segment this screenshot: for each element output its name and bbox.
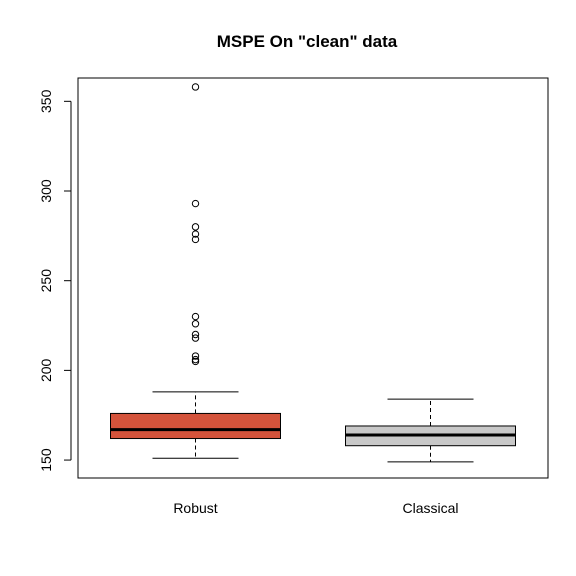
box-group-classical — [345, 398, 516, 463]
y-tick-label: 200 — [38, 358, 54, 382]
x-tick-label: Classical — [402, 500, 458, 516]
boxes — [110, 83, 516, 463]
y-tick-label: 150 — [38, 448, 54, 472]
outlier-point — [191, 352, 200, 360]
outlier-point — [191, 320, 200, 328]
y-tick-label: 250 — [38, 269, 54, 293]
outlier-point — [191, 357, 200, 366]
y-axis: 150 200 250 300 350 — [38, 89, 72, 472]
x-tick-label: Robust — [173, 500, 217, 516]
outlier-point — [191, 230, 200, 238]
y-tick-label: 350 — [38, 89, 54, 113]
outlier-point — [191, 330, 200, 339]
x-axis: Robust Classical — [173, 500, 458, 516]
outlier-point — [191, 312, 200, 321]
chart-title: MSPE On "clean" data — [217, 32, 398, 51]
box-group-robust — [110, 83, 281, 459]
outlier-point — [191, 334, 200, 342]
outlier-point — [191, 235, 200, 244]
outlier-point — [191, 83, 200, 91]
box-iqr — [110, 412, 281, 440]
y-tick-label: 300 — [38, 179, 54, 203]
outlier-point — [191, 223, 200, 231]
plot-frame — [77, 77, 549, 479]
outlier-point — [191, 199, 200, 208]
